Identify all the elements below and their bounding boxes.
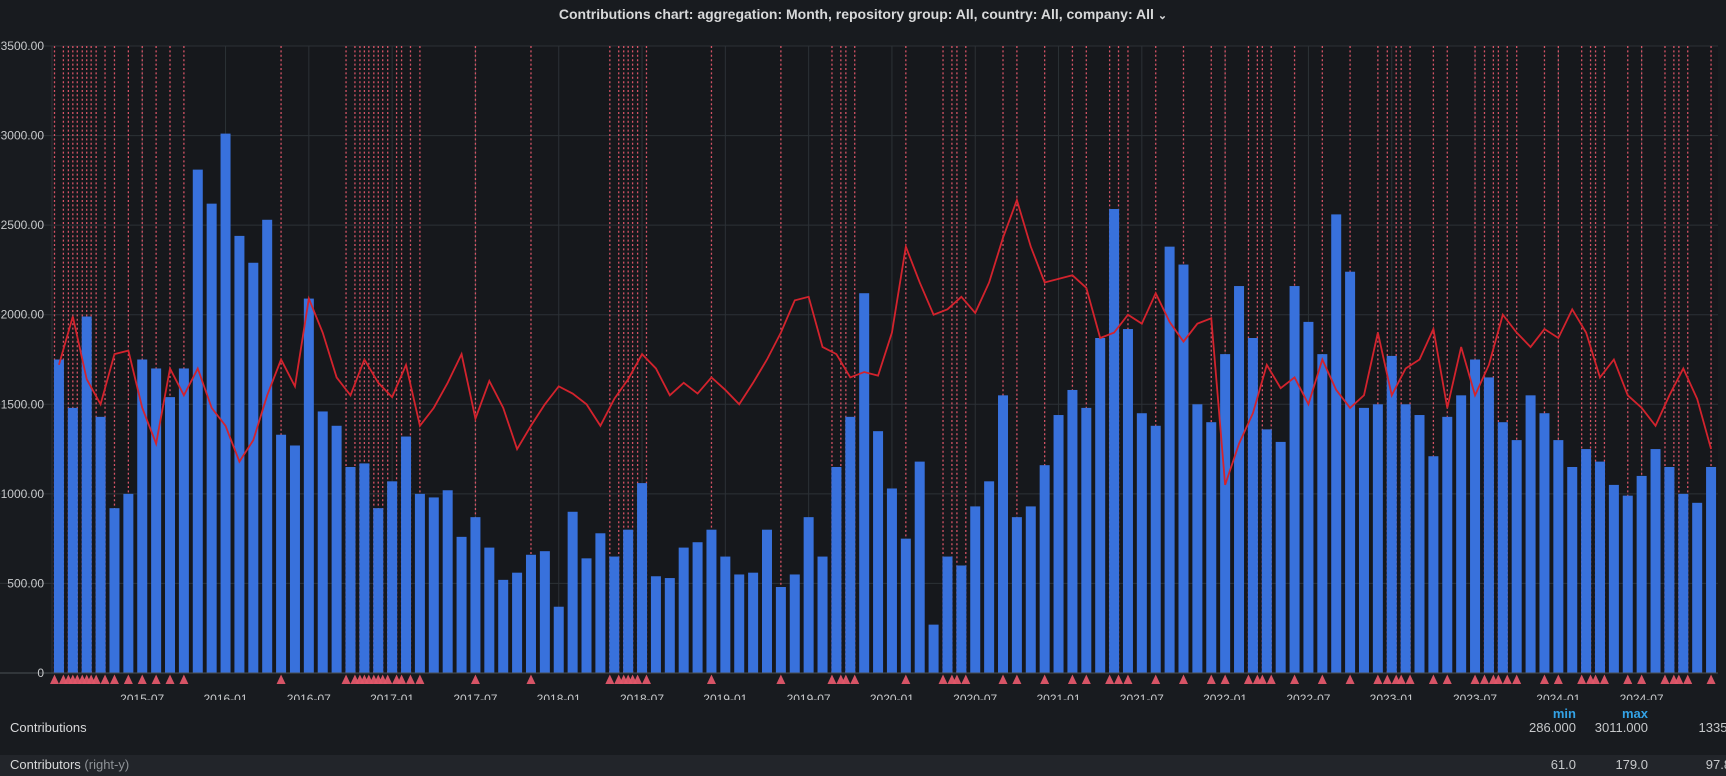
svg-text:2018-01: 2018-01	[537, 692, 581, 700]
svg-text:2020-01: 2020-01	[870, 692, 914, 700]
svg-text:2015-07: 2015-07	[120, 692, 164, 700]
svg-text:2022-01: 2022-01	[1203, 692, 1247, 700]
svg-text:1500.00: 1500.00	[1, 397, 45, 411]
svg-text:2024-01: 2024-01	[1536, 692, 1580, 700]
svg-text:2019-07: 2019-07	[787, 692, 831, 700]
svg-text:3500.00: 3500.00	[1, 39, 45, 53]
svg-text:2022-07: 2022-07	[1286, 692, 1330, 700]
svg-text:2017-07: 2017-07	[453, 692, 497, 700]
svg-text:2000.00: 2000.00	[1, 308, 45, 322]
svg-text:2021-01: 2021-01	[1036, 692, 1080, 700]
svg-text:3000.00: 3000.00	[1, 129, 45, 143]
svg-text:2023-01: 2023-01	[1370, 692, 1414, 700]
svg-text:2016-07: 2016-07	[287, 692, 331, 700]
svg-text:2020-07: 2020-07	[953, 692, 997, 700]
svg-text:2016-01: 2016-01	[203, 692, 247, 700]
svg-text:0: 0	[37, 666, 44, 680]
svg-text:2023-07: 2023-07	[1453, 692, 1497, 700]
svg-text:500.00: 500.00	[7, 576, 44, 590]
svg-text:2500.00: 2500.00	[1, 218, 45, 232]
svg-text:2019-01: 2019-01	[703, 692, 747, 700]
svg-text:2024-07: 2024-07	[1620, 692, 1664, 700]
svg-text:1000.00: 1000.00	[1, 487, 45, 501]
svg-text:2018-07: 2018-07	[620, 692, 664, 700]
svg-text:2021-07: 2021-07	[1120, 692, 1164, 700]
svg-text:2017-01: 2017-01	[370, 692, 414, 700]
